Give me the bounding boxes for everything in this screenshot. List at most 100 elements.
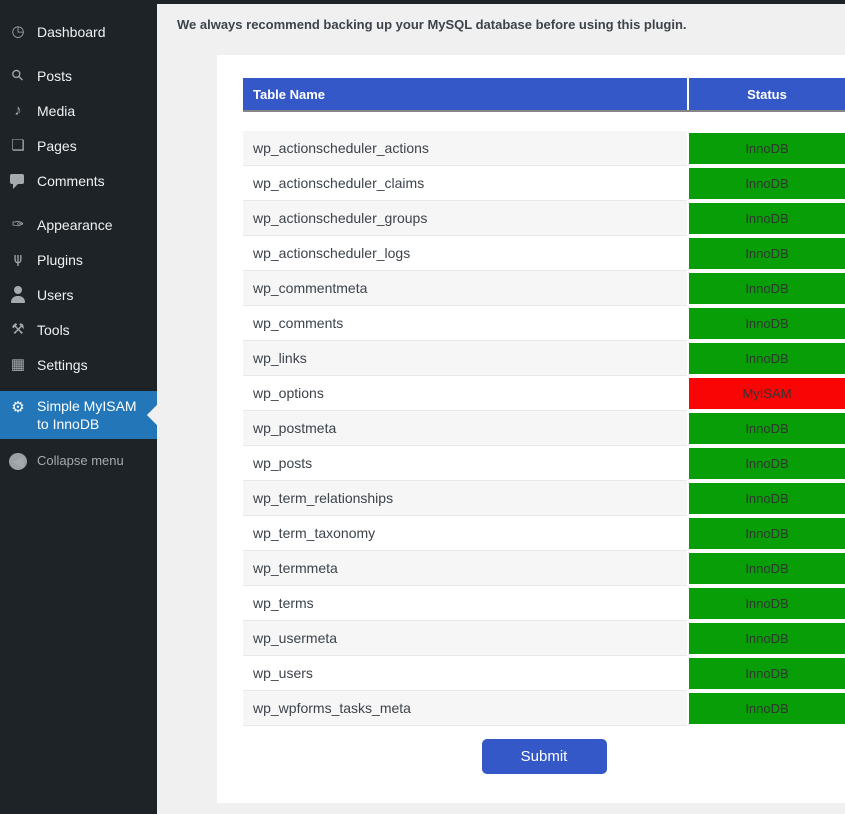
table-name-cell: wp_term_relationships (243, 481, 687, 516)
sidebar-item-settings[interactable]: ▦ Settings (0, 347, 157, 382)
status-text: InnoDB (745, 141, 789, 156)
sidebar-item-label: Posts (37, 67, 73, 84)
table-row: wp_commentmeta InnoDB (243, 271, 845, 306)
sidebar-item-comments[interactable]: Comments (0, 163, 157, 198)
table-row: wp_usermeta InnoDB (243, 621, 845, 656)
status-text: InnoDB (745, 631, 789, 646)
table-name-text: wp_actionscheduler_logs (253, 245, 411, 261)
table-name-cell: wp_options (243, 376, 687, 411)
table-name-text: wp_links (253, 350, 307, 366)
table-name-cell: wp_actionscheduler_claims (243, 166, 687, 201)
media-icon: ♪ (14, 102, 22, 119)
collapse-icon: ◀ (9, 452, 27, 470)
status-text: InnoDB (745, 351, 789, 366)
gear-icon: ⚙ (11, 399, 25, 416)
admin-bar (0, 0, 845, 4)
table-name-cell: wp_terms (243, 586, 687, 621)
status-badge: InnoDB (689, 203, 845, 234)
table-row: wp_comments InnoDB (243, 306, 845, 341)
sidebar-item-users[interactable]: Users (0, 277, 157, 312)
status-badge: InnoDB (689, 588, 845, 619)
table-row: wp_actionscheduler_logs InnoDB (243, 236, 845, 271)
sidebar-item-appearance[interactable]: ✑ Appearance (0, 207, 157, 242)
table-row: wp_term_relationships InnoDB (243, 481, 845, 516)
table-name-cell: wp_actionscheduler_logs (243, 236, 687, 271)
sidebar-item-pages[interactable]: ❏ Pages (0, 128, 157, 163)
status-text: InnoDB (745, 246, 789, 261)
table-name-text: wp_postmeta (253, 420, 337, 436)
status-text: InnoDB (745, 211, 789, 226)
submit-button[interactable]: Submit (481, 739, 607, 774)
table-name-cell: wp_posts (243, 446, 687, 481)
table-name-text: wp_comments (253, 315, 344, 331)
sidebar-item-posts[interactable]: ⚲ Posts (0, 58, 157, 93)
sidebar-item-dashboard[interactable]: ◷ Dashboard (0, 14, 157, 49)
table-name-text: wp_term_taxonomy (253, 525, 376, 541)
sidebar-item-media[interactable]: ♪ Media (0, 93, 157, 128)
table-name-text: wp_users (253, 665, 313, 681)
status-text: InnoDB (745, 701, 789, 716)
status-text: InnoDB (745, 561, 789, 576)
sidebar-item-label: Media (37, 102, 76, 119)
table-row: wp_actionscheduler_groups InnoDB (243, 201, 845, 236)
pages-icon: ❏ (11, 137, 25, 154)
sidebar-item-label: Dashboard (37, 23, 106, 40)
table-row: wp_terms InnoDB (243, 586, 845, 621)
sidebar-menu: ◷ Dashboard ⚲ Posts ♪ Media ❏ Pages Comments ✑ App… (0, 0, 157, 475)
sidebar-item-collapse-menu[interactable]: ◀ Collapse menu (0, 447, 157, 475)
status-text: MyISAM (742, 386, 792, 401)
table-name-text: wp_termmeta (253, 560, 338, 576)
plugin-panel: Table Name Status wp_actionscheduler_act… (217, 55, 845, 803)
status-badge: InnoDB (689, 413, 845, 444)
status-text: InnoDB (745, 281, 789, 296)
table-row: wp_actionscheduler_claims InnoDB (243, 166, 845, 201)
column-header-table-name: Table Name (253, 86, 326, 102)
table-name-text: wp_actionscheduler_claims (253, 175, 425, 191)
sidebar-item-simple-myisam-to-innodb[interactable]: ⚙ Simple MyISAM to InnoDB (0, 391, 157, 439)
table-name-cell: wp_postmeta (243, 411, 687, 446)
table-name-cell: wp_users (243, 656, 687, 691)
sidebar-item-label: Appearance (37, 216, 113, 233)
status-badge: InnoDB (689, 448, 845, 479)
table-row: wp_options MyISAM (243, 376, 845, 411)
sidebar-item-label: Collapse menu (37, 453, 124, 468)
status-badge: InnoDB (689, 343, 845, 374)
status-text: InnoDB (745, 176, 789, 191)
comments-icon (9, 172, 27, 189)
table-row: wp_posts InnoDB (243, 446, 845, 481)
sidebar-item-label: Pages (37, 137, 77, 154)
status-badge: InnoDB (689, 658, 845, 689)
status-badge: InnoDB (689, 483, 845, 514)
table-row: wp_term_taxonomy InnoDB (243, 516, 845, 551)
status-text: InnoDB (745, 491, 789, 506)
table-name-cell: wp_term_taxonomy (243, 516, 687, 551)
submit-row: Submit (243, 739, 845, 774)
status-badge: InnoDB (689, 168, 845, 199)
table-name-cell: wp_links (243, 341, 687, 376)
sidebar-item-label: Simple MyISAM to InnoDB (37, 398, 137, 432)
sidebar-item-label: Plugins (37, 251, 83, 268)
sidebar-item-plugins[interactable]: ⋔ Plugins (0, 242, 157, 277)
settings-icon: ▦ (10, 356, 26, 373)
plugins-icon: ⋔ (11, 251, 25, 268)
status-text: InnoDB (745, 421, 789, 436)
table-row: wp_postmeta InnoDB (243, 411, 845, 446)
table-name-cell: wp_usermeta (243, 621, 687, 656)
status-badge: InnoDB (689, 553, 845, 584)
table-name-text: wp_posts (253, 455, 313, 471)
sidebar-item-tools[interactable]: ⚒ Tools (0, 312, 157, 347)
sidebar-item-label: Tools (37, 321, 70, 338)
table-name-text: wp_usermeta (253, 630, 338, 646)
table-row: wp_users InnoDB (243, 656, 845, 691)
table-name-text: wp_commentmeta (253, 280, 368, 296)
table-row: wp_termmeta InnoDB (243, 551, 845, 586)
table-header-row: Table Name Status (243, 78, 845, 112)
table-name-cell: wp_commentmeta (243, 271, 687, 306)
table-name-text: wp_actionscheduler_actions (253, 140, 429, 156)
admin-sidebar: ◷ Dashboard ⚲ Posts ♪ Media ❏ Pages Comments ✑ App… (0, 0, 157, 814)
table-name-cell: wp_termmeta (243, 551, 687, 586)
appearance-icon: ✑ (11, 216, 25, 233)
status-text: InnoDB (745, 316, 789, 331)
sidebar-item-label: Users (37, 286, 74, 303)
tools-icon: ⚒ (11, 321, 25, 338)
